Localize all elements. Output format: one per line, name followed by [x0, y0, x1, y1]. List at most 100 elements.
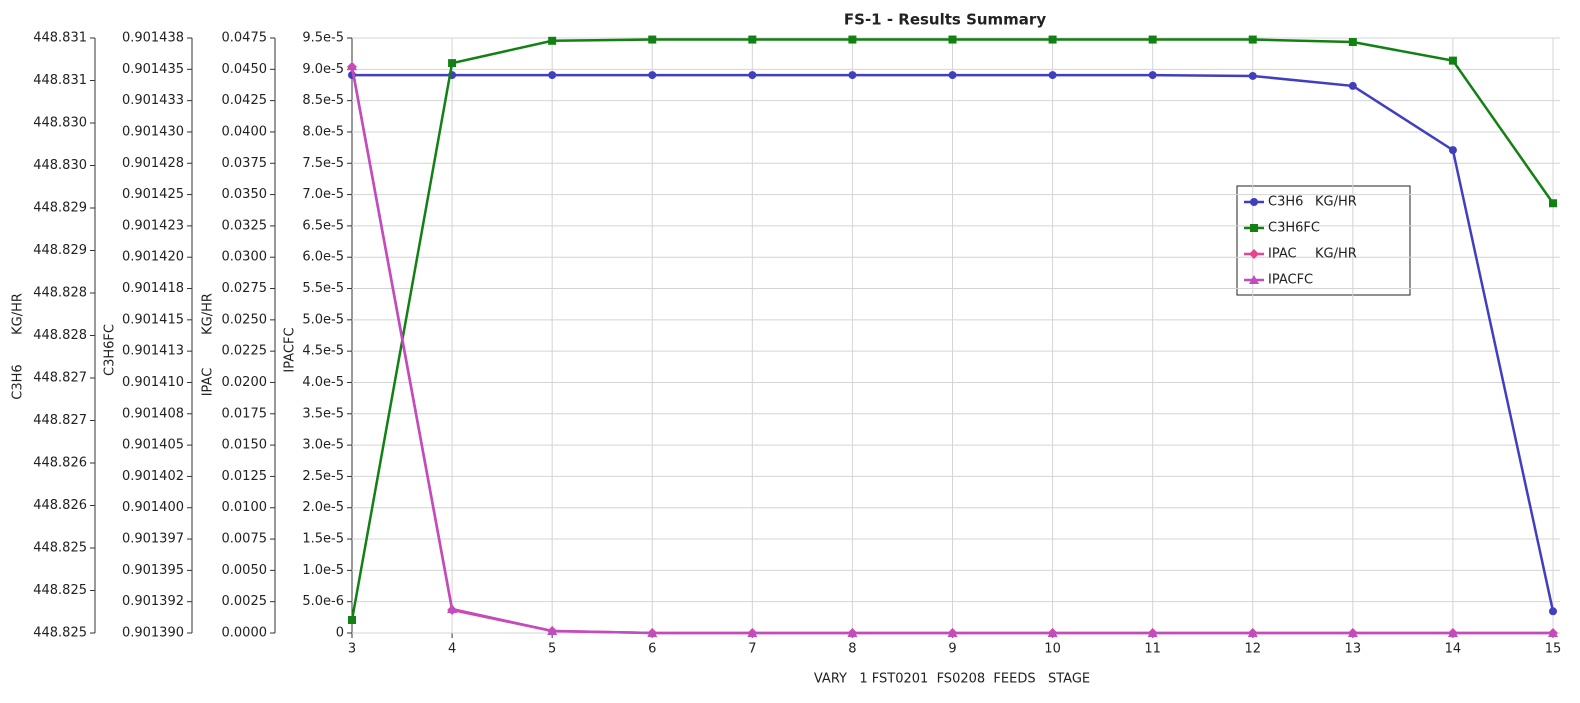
y-tick-label: 0.901415	[122, 312, 184, 327]
data-point	[448, 59, 457, 68]
data-point	[1047, 628, 1058, 637]
y-tick-label: 0.0150	[222, 438, 268, 453]
y-tick-label: 0.0275	[222, 281, 268, 296]
data-point	[1347, 628, 1358, 637]
y-tick-label: 448.826	[33, 498, 87, 513]
y-tick-label: 0	[336, 626, 344, 641]
data-point	[948, 35, 957, 44]
x-tick-label: 11	[1144, 642, 1161, 657]
y-tick-label: 5.5e-5	[302, 281, 344, 296]
y-tick-label: 7.5e-5	[302, 156, 344, 171]
y-tick-label: 0.0025	[222, 594, 268, 609]
y-tick-label: 0.0225	[222, 344, 268, 359]
y-tick-label: 448.829	[33, 201, 87, 216]
y-tick-label: 0.901413	[122, 344, 184, 359]
y-tick-label: 0.0000	[222, 626, 268, 641]
y-tick-label: 448.825	[33, 541, 87, 556]
y-tick-label: 0.901420	[122, 250, 184, 265]
y-tick-label: 448.830	[33, 158, 87, 173]
y-tick-label: 0.901397	[122, 532, 184, 547]
x-tick-label: 8	[848, 642, 856, 657]
legend-label: C3H6FC	[1268, 221, 1320, 236]
y-tick-label: 0.901430	[122, 124, 184, 139]
y-tick-label: 0.0300	[222, 250, 268, 265]
y-tick-label: 0.0100	[222, 500, 268, 515]
y-tick-label: 6.5e-5	[302, 218, 344, 233]
data-point	[1548, 628, 1558, 637]
y-tick-label: 0.0250	[222, 312, 268, 327]
legend-label: IPAC	[1268, 247, 1297, 262]
data-point	[1248, 35, 1257, 44]
data-point	[747, 628, 758, 637]
y-tick-label: 0.0375	[222, 156, 268, 171]
legend-marker	[1250, 224, 1258, 232]
y-axis-label: C3H6	[11, 364, 26, 399]
x-tick-label: 10	[1044, 642, 1061, 657]
data-point	[947, 628, 958, 637]
y-tick-label: 1.0e-5	[302, 563, 344, 578]
data-point	[848, 71, 857, 80]
y-tick-label: 448.825	[33, 626, 87, 641]
legend-box	[1236, 185, 1411, 296]
y-tick-label: 448.828	[33, 286, 87, 301]
data-point	[948, 71, 957, 80]
y-tick-label: 0.901423	[122, 218, 184, 233]
y-tick-label: 0.901433	[122, 93, 184, 108]
y-tick-label: 0.901418	[122, 281, 184, 296]
y-tick-label: 0.0200	[222, 375, 268, 390]
y-tick-label: 0.901395	[122, 563, 184, 578]
y-tick-label: 0.0350	[222, 187, 268, 202]
x-axis-label: VARY 1 FST0201 FS0208 FEEDS STAGE	[814, 672, 1090, 687]
data-point	[1148, 71, 1157, 80]
data-point	[1549, 199, 1557, 208]
y-tick-label: 448.831	[33, 73, 87, 88]
data-point	[847, 628, 858, 637]
y-tick-label: 448.827	[33, 371, 87, 386]
data-point	[647, 628, 658, 637]
x-tick-label: 12	[1244, 642, 1261, 657]
y-tick-label: 4.5e-5	[302, 344, 344, 359]
data-point	[648, 71, 657, 80]
y-tick-label: 5.0e-6	[302, 594, 344, 609]
x-tick-label: 13	[1345, 642, 1362, 657]
y-tick-label: 0.901405	[122, 438, 184, 453]
y-tick-label: 0.0450	[222, 62, 268, 77]
data-point	[648, 35, 657, 44]
y-tick-label: 0.0400	[222, 124, 268, 139]
legend-marker	[1249, 249, 1259, 259]
data-point	[1448, 56, 1457, 65]
data-point	[848, 35, 857, 44]
data-point	[348, 615, 356, 624]
y-axis-label: C3H6FC	[103, 324, 118, 376]
y-tick-label: 4.0e-5	[302, 375, 344, 390]
y-tick-label: 448.828	[33, 328, 87, 343]
data-point	[1549, 607, 1557, 616]
y-tick-label: 448.826	[33, 456, 87, 471]
y-tick-label: 448.829	[33, 243, 87, 258]
y-tick-label: 0.901390	[122, 626, 184, 641]
data-point	[1048, 71, 1057, 80]
y-tick-label: 0.0425	[222, 93, 268, 108]
y-tick-label: 0.0475	[222, 31, 268, 46]
y-tick-label: 0.0175	[222, 406, 268, 421]
x-tick-label: 6	[648, 642, 656, 657]
y-tick-label: 0.901438	[122, 31, 184, 46]
data-point	[547, 625, 558, 635]
y-tick-label: 0.901392	[122, 594, 184, 609]
data-point	[1148, 35, 1157, 44]
y-tick-label: 0.901410	[122, 375, 184, 390]
y-tick-label: 0.0325	[222, 218, 268, 233]
data-point	[1448, 146, 1457, 155]
data-point	[447, 604, 458, 614]
data-point	[1447, 628, 1458, 637]
y-tick-label: 3.5e-5	[302, 406, 344, 421]
y-tick-label: 6.0e-5	[302, 250, 344, 265]
y-tick-label: 9.5e-5	[302, 31, 344, 46]
data-point	[748, 35, 757, 44]
y-tick-label: 0.901402	[122, 469, 184, 484]
y-tick-label: 8.0e-5	[302, 124, 344, 139]
y-tick-label: 0.901425	[122, 187, 184, 202]
data-point	[1248, 71, 1257, 80]
y-tick-label: 448.830	[33, 116, 87, 131]
